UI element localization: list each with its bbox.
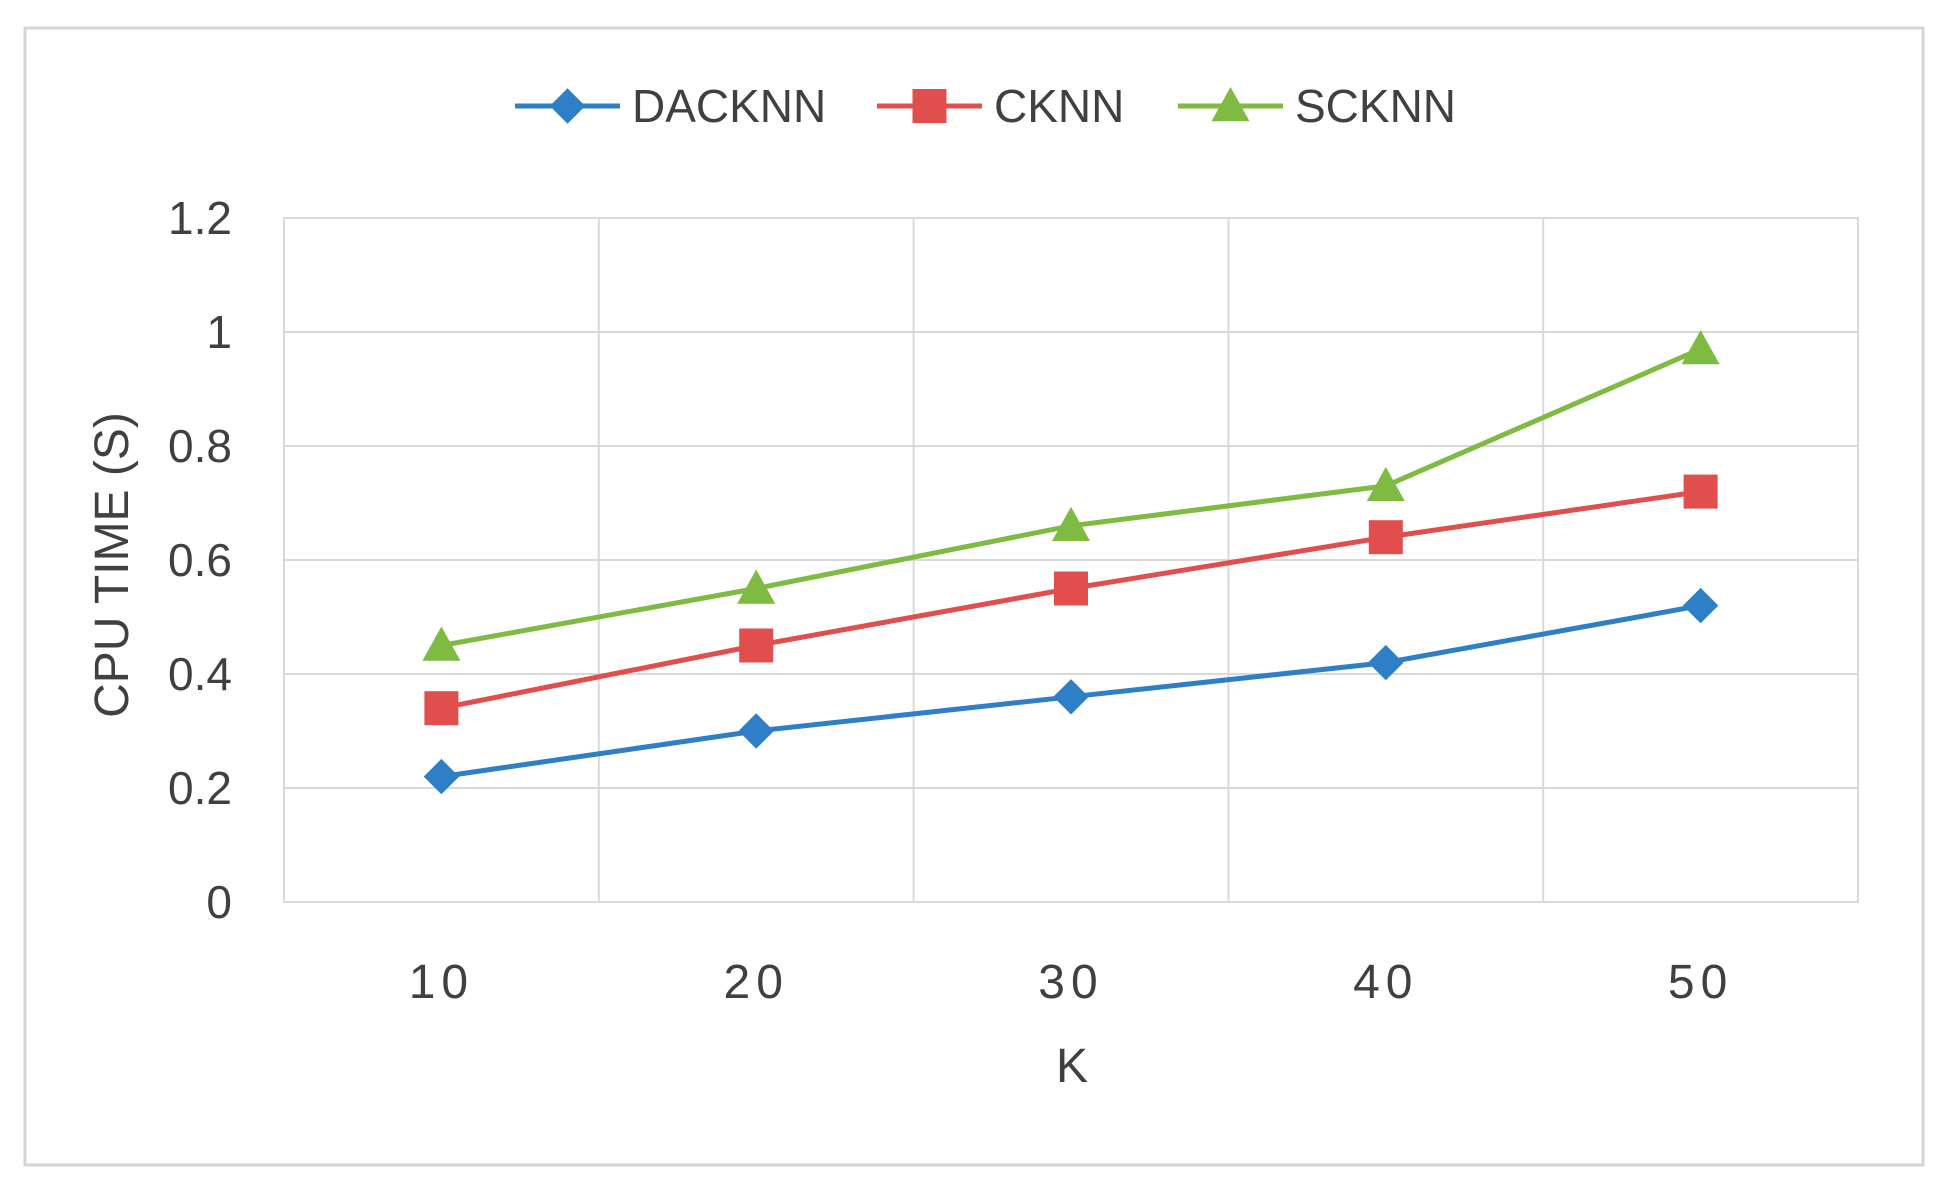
legend-marker — [549, 88, 586, 124]
data-point — [423, 758, 460, 795]
data-point — [422, 626, 461, 661]
legend-item-dacknn: DACKNN — [515, 80, 826, 132]
x-axis-label: K — [1056, 1040, 1088, 1093]
legend-label: CKNN — [994, 80, 1124, 132]
x-tick-label: 40 — [1353, 956, 1418, 1009]
data-point — [1054, 571, 1088, 606]
data-point — [1052, 506, 1090, 541]
x-tick-label: 50 — [1668, 956, 1733, 1009]
series-scknn — [422, 330, 1720, 661]
y-axis-label: CPU TIME (S) — [86, 412, 139, 718]
data-point — [739, 628, 774, 663]
y-tick-label: 1.2 — [168, 192, 232, 244]
y-tick-label: 0.2 — [168, 762, 232, 814]
axis-layer: CPU TIME (S) K 0 0.2 0.4 0.6 0.8 1 1.2 10 20 30 40… — [86, 192, 1733, 1093]
data-point — [1366, 466, 1405, 502]
data-point — [1682, 587, 1719, 624]
y-tick-label: 0.8 — [168, 420, 232, 472]
y-tick-label: 0 — [206, 876, 232, 928]
data-point — [1053, 679, 1089, 715]
series-cknn — [424, 474, 1718, 726]
x-tick-label: 10 — [409, 956, 474, 1009]
legend-marker — [1211, 87, 1250, 122]
legend-item-cknn: CKNN — [877, 80, 1124, 132]
grid-layer — [283, 217, 1859, 903]
data-point — [1683, 474, 1718, 509]
data-point — [738, 713, 774, 749]
series-layer — [422, 330, 1720, 795]
y-tick-label: 0.4 — [168, 648, 232, 700]
data-point — [737, 569, 776, 604]
legend-label: SCKNN — [1295, 80, 1456, 132]
legend-item-scknn: SCKNN — [1178, 80, 1456, 132]
legend-label: DACKNN — [632, 80, 826, 132]
data-point — [1368, 644, 1404, 681]
legend: DACKNN CKNN SCKNN — [515, 80, 1456, 132]
series-dacknn — [423, 587, 1719, 795]
legend-marker — [912, 89, 947, 123]
chart-border — [23, 26, 1925, 1167]
x-tick-label: 20 — [724, 956, 789, 1009]
y-tick-label: 0.6 — [168, 534, 232, 586]
x-tick-label: 30 — [1038, 956, 1103, 1009]
data-point — [1681, 330, 1720, 365]
y-tick-label: 1 — [206, 306, 232, 358]
data-point — [1368, 520, 1403, 555]
data-point — [424, 691, 459, 726]
